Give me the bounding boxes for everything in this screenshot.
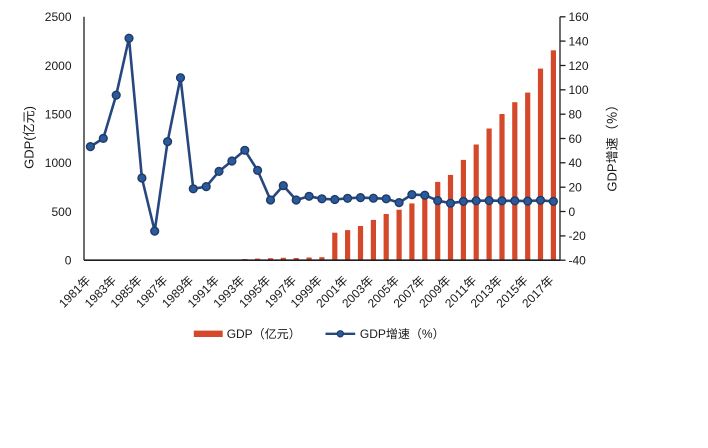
svg-text:0: 0	[65, 254, 72, 268]
svg-text:40: 40	[569, 156, 583, 170]
svg-text:160: 160	[569, 10, 589, 24]
svg-text:GDP: GDP	[605, 163, 620, 191]
svg-text:GDP: GDP	[227, 327, 253, 341]
svg-text:GDP(: GDP(	[22, 136, 37, 169]
svg-text:20: 20	[569, 181, 583, 195]
svg-text:2000: 2000	[45, 59, 72, 73]
svg-text:1000: 1000	[45, 156, 72, 170]
svg-text:120: 120	[569, 59, 589, 73]
svg-text:): )	[22, 106, 37, 110]
svg-text:80: 80	[569, 108, 583, 122]
svg-text:2500: 2500	[45, 10, 72, 24]
svg-text:0: 0	[569, 205, 576, 219]
svg-text:GDP: GDP	[360, 327, 386, 341]
svg-text:1500: 1500	[45, 108, 72, 122]
svg-text:-20: -20	[569, 229, 587, 243]
svg-text:500: 500	[52, 205, 72, 219]
svg-text:60: 60	[569, 132, 583, 146]
svg-text:100: 100	[569, 83, 589, 97]
svg-text:%: %	[422, 327, 433, 341]
svg-text:-40: -40	[569, 254, 587, 268]
svg-text:140: 140	[569, 34, 589, 48]
